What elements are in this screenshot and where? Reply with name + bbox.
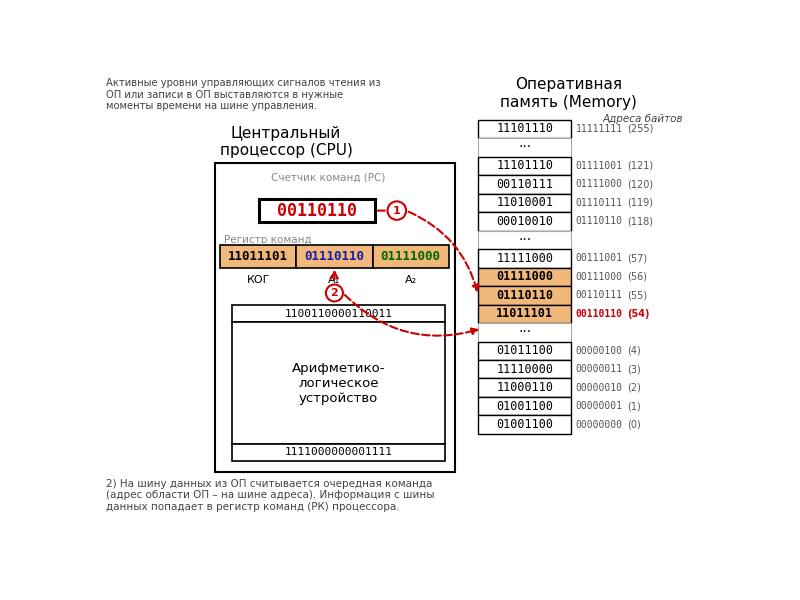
- FancyArrowPatch shape: [345, 295, 477, 335]
- Bar: [478, 212, 571, 230]
- Text: 00000011: 00000011: [576, 364, 623, 374]
- Text: 01011100: 01011100: [496, 344, 554, 357]
- Text: 01001100: 01001100: [496, 400, 554, 413]
- Bar: [296, 245, 373, 268]
- Text: 00000100: 00000100: [576, 346, 623, 356]
- Text: Центральный
процессор (CPU): Центральный процессор (CPU): [219, 126, 353, 158]
- Bar: [478, 379, 571, 397]
- Text: (120): (120): [627, 179, 653, 190]
- Text: 01001100: 01001100: [496, 418, 554, 431]
- Bar: [478, 305, 571, 323]
- Text: А₂: А₂: [405, 275, 417, 284]
- Text: (57): (57): [627, 253, 647, 263]
- Text: (121): (121): [627, 161, 653, 171]
- Text: 11110000: 11110000: [496, 363, 554, 376]
- Bar: [478, 268, 571, 286]
- Text: 11011101: 11011101: [496, 307, 554, 320]
- Text: 01110110: 01110110: [576, 217, 623, 226]
- Text: 00111001: 00111001: [576, 253, 623, 263]
- Text: 00111000: 00111000: [576, 272, 623, 282]
- Text: 01110110: 01110110: [496, 289, 554, 302]
- Bar: [478, 138, 571, 157]
- Text: 01110111: 01110111: [576, 198, 623, 208]
- Text: (2): (2): [627, 383, 641, 392]
- Text: (55): (55): [627, 290, 647, 300]
- Text: (255): (255): [627, 124, 654, 134]
- Text: 11111111: 11111111: [576, 124, 623, 134]
- Text: 11101110: 11101110: [496, 122, 554, 136]
- Bar: [478, 341, 571, 360]
- Text: Регистр команд: Регистр команд: [224, 235, 312, 245]
- Bar: [232, 322, 445, 444]
- Text: (119): (119): [627, 198, 653, 208]
- Text: Оперативная
память (Memory): Оперативная память (Memory): [501, 77, 638, 110]
- Text: 00010010: 00010010: [496, 215, 554, 228]
- Text: 2: 2: [330, 288, 338, 298]
- Text: Счетчик команд (PC): Счетчик команд (PC): [271, 172, 386, 182]
- Text: Адреса байтов: Адреса байтов: [602, 115, 683, 124]
- Text: 11101110: 11101110: [496, 160, 554, 172]
- Text: 11111000: 11111000: [496, 252, 554, 265]
- Text: (3): (3): [627, 364, 641, 374]
- Text: 00000010: 00000010: [576, 383, 623, 392]
- Bar: [373, 245, 449, 268]
- Text: (4): (4): [627, 346, 641, 356]
- Text: 1100110000110011: 1100110000110011: [284, 309, 392, 319]
- Text: ···: ···: [518, 140, 531, 154]
- Text: 00110111: 00110111: [576, 290, 623, 300]
- Text: (56): (56): [627, 272, 647, 282]
- Text: КОГ: КОГ: [246, 275, 270, 284]
- Bar: [214, 163, 455, 472]
- Text: 01111001: 01111001: [576, 161, 623, 171]
- Text: 00110110: 00110110: [277, 202, 357, 220]
- Text: 1111000000001111: 1111000000001111: [284, 448, 392, 457]
- Text: Арифметико-
логическое
устройство: Арифметико- логическое устройство: [291, 362, 385, 404]
- Text: ···: ···: [518, 325, 531, 339]
- Bar: [478, 397, 571, 415]
- Text: 1: 1: [393, 206, 401, 215]
- Text: 01111000: 01111000: [381, 250, 441, 263]
- Bar: [478, 194, 571, 212]
- Text: 00000001: 00000001: [576, 401, 623, 411]
- Text: 00110111: 00110111: [496, 178, 554, 191]
- Text: 00000000: 00000000: [576, 419, 623, 430]
- Bar: [478, 286, 571, 305]
- Text: 00110110: 00110110: [576, 309, 623, 319]
- Text: 01111000: 01111000: [496, 271, 554, 283]
- Text: 2) На шину данных из ОП считывается очередная команда
(адрес области ОП – на шин: 2) На шину данных из ОП считывается очер…: [106, 479, 434, 512]
- Bar: [478, 230, 571, 249]
- Bar: [220, 245, 296, 268]
- Bar: [478, 175, 571, 194]
- Bar: [232, 444, 445, 461]
- Text: (54): (54): [627, 309, 650, 319]
- Text: ···: ···: [518, 233, 531, 247]
- Text: Активные уровни управляющих сигналов чтения из
ОП или записи в ОП выставляются в: Активные уровни управляющих сигналов чте…: [106, 78, 381, 112]
- Bar: [478, 157, 571, 175]
- Bar: [478, 360, 571, 379]
- FancyArrowPatch shape: [409, 212, 478, 290]
- Text: 11010001: 11010001: [496, 196, 554, 209]
- Text: (118): (118): [627, 217, 653, 226]
- Text: 01111000: 01111000: [576, 179, 623, 190]
- Text: 01110110: 01110110: [305, 250, 365, 263]
- Bar: [259, 199, 375, 222]
- Bar: [232, 305, 445, 322]
- Bar: [478, 120, 571, 138]
- Text: 11000110: 11000110: [496, 381, 554, 394]
- Text: А₁: А₁: [328, 275, 341, 284]
- Bar: [478, 323, 571, 341]
- Text: (1): (1): [627, 401, 641, 411]
- Text: (0): (0): [627, 419, 641, 430]
- Text: 11011101: 11011101: [228, 250, 288, 263]
- Bar: [478, 249, 571, 268]
- Bar: [478, 415, 571, 434]
